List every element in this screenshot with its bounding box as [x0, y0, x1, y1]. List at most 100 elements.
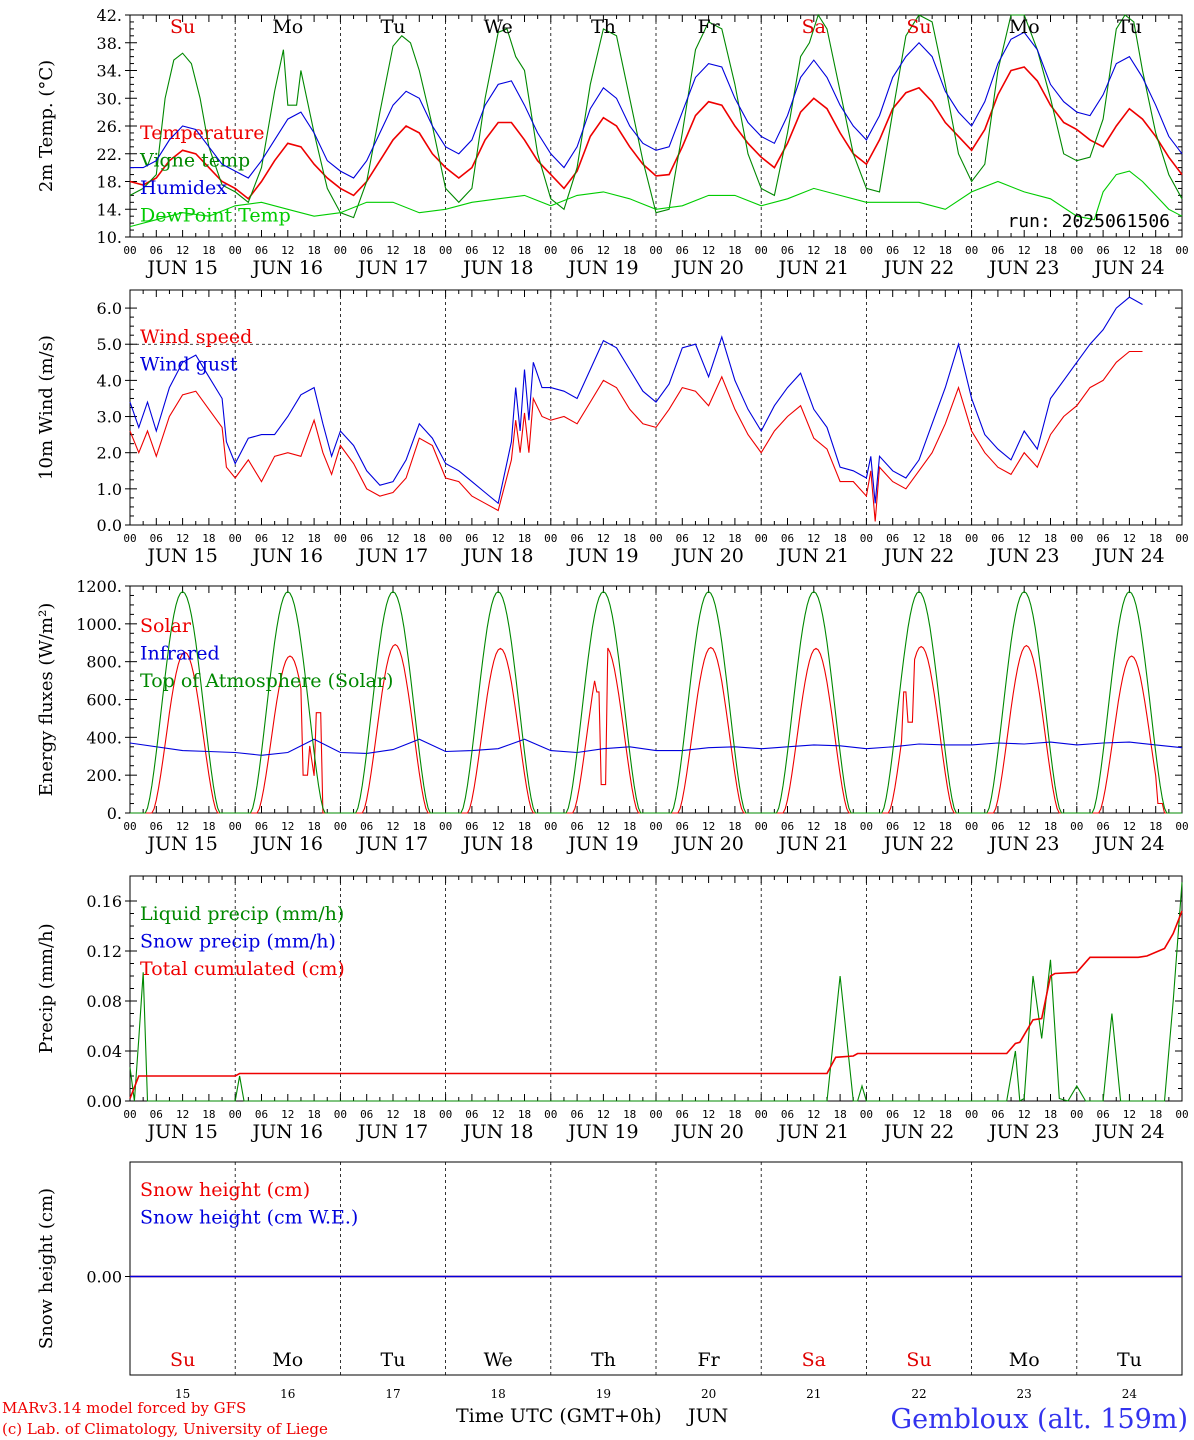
hour-tick-label: 06	[886, 244, 899, 257]
x-axis-title: Time UTC (GMT+0h)	[456, 1405, 662, 1427]
weekday-label: Mo	[272, 16, 303, 38]
hour-tick-label: 12	[597, 532, 610, 545]
day-number: 15	[175, 1387, 190, 1401]
hour-tick-label: 06	[1096, 820, 1109, 833]
day-label: JUN 22	[882, 545, 954, 567]
legend-humidex: Humidex	[140, 177, 227, 199]
hour-tick-label: 18	[939, 532, 952, 545]
hour-tick-label: 00	[229, 532, 242, 545]
day-label: JUN 16	[251, 545, 323, 567]
y-tick-label: 42.	[97, 6, 122, 25]
hour-tick-label: 18	[307, 244, 320, 257]
hour-tick-label: 00	[334, 820, 347, 833]
weekday-label: Mo	[272, 1349, 303, 1371]
hour-tick-label: 06	[150, 1108, 163, 1121]
day-label: JUN 15	[145, 257, 217, 279]
day-label: JUN 24	[1092, 1121, 1164, 1143]
legend-liquid-precip-mm-h-: Liquid precip (mm/h)	[140, 903, 344, 925]
hour-tick-label: 00	[649, 244, 662, 257]
legend-infrared: Infrared	[140, 643, 220, 665]
hour-tick-label: 00	[334, 532, 347, 545]
day-label: JUN 24	[1092, 257, 1164, 279]
hour-tick-label: 00	[860, 244, 873, 257]
day-label: JUN 18	[461, 833, 533, 855]
series-line-wind-gust	[129, 296, 1143, 505]
hour-tick-label: 12	[912, 532, 925, 545]
weekday-label: Sa	[802, 16, 826, 38]
hour-tick-label: 00	[1175, 820, 1188, 833]
hour-tick-label: 12	[597, 820, 610, 833]
hour-tick-label: 06	[255, 532, 268, 545]
hour-tick-label: 18	[413, 532, 426, 545]
hour-tick-label: 12	[702, 244, 715, 257]
day-label: JUN 20	[671, 545, 743, 567]
hour-tick-label: 18	[202, 1108, 215, 1121]
y-tick-label: 800.	[86, 653, 122, 672]
day-number: 23	[1017, 1387, 1032, 1401]
series-line-dewpoint-temp	[129, 170, 1183, 228]
hour-tick-label: 18	[623, 532, 636, 545]
hour-tick-label: 06	[781, 532, 794, 545]
weekday-label: Mo	[1009, 16, 1040, 38]
run-label: run: 2025061506	[1007, 211, 1170, 232]
hour-tick-label: 12	[281, 820, 294, 833]
y-axis-title: 10m Wind (m/s)	[36, 335, 57, 480]
hour-tick-label: 18	[307, 532, 320, 545]
day-label: JUN 21	[777, 1121, 849, 1143]
credit-line-2: (c) Lab. of Climatology, University of L…	[2, 1420, 328, 1438]
day-label: JUN 17	[356, 833, 428, 855]
y-tick-label: 3.0	[97, 408, 122, 427]
legend-wind-gust: Wind gust	[140, 354, 238, 376]
day-label: JUN 23	[987, 545, 1059, 567]
hour-tick-label: 06	[255, 820, 268, 833]
day-number: 22	[911, 1387, 926, 1401]
hour-tick-label: 18	[1149, 1108, 1162, 1121]
y-axis-title: 2m Temp. (°C)	[36, 60, 57, 192]
day-label: JUN 23	[987, 833, 1059, 855]
hour-tick-label: 12	[281, 244, 294, 257]
hour-tick-label: 18	[413, 820, 426, 833]
hour-tick-label: 06	[781, 244, 794, 257]
y-tick-label: 14.	[97, 200, 122, 219]
day-label: JUN 21	[777, 833, 849, 855]
hour-tick-label: 12	[492, 532, 505, 545]
hour-tick-label: 00	[229, 244, 242, 257]
y-tick-label: 2.0	[97, 444, 122, 463]
hour-tick-label: 18	[1044, 820, 1057, 833]
day-label: JUN 23	[987, 1121, 1059, 1143]
legend-dewpoint-temp: DewPoint Temp	[140, 205, 291, 227]
hour-tick-label: 00	[1070, 1108, 1083, 1121]
hour-tick-label: 12	[492, 244, 505, 257]
hour-tick-label: 12	[1123, 532, 1136, 545]
hour-tick-label: 06	[781, 820, 794, 833]
hour-tick-label: 06	[465, 820, 478, 833]
weekday-label: Su	[906, 1349, 931, 1371]
legend-temperature: Temperature	[140, 122, 264, 144]
hour-tick-label: 12	[1018, 244, 1031, 257]
day-label: JUN 24	[1092, 833, 1164, 855]
hour-tick-label: 06	[465, 1108, 478, 1121]
hour-tick-label: 12	[1123, 1108, 1136, 1121]
hour-tick-label: 12	[1018, 532, 1031, 545]
hour-tick-label: 18	[623, 244, 636, 257]
hour-tick-label: 18	[202, 244, 215, 257]
hour-tick-label: 12	[281, 1108, 294, 1121]
day-label: JUN 15	[145, 1121, 217, 1143]
hour-tick-label: 18	[518, 820, 531, 833]
hour-tick-label: 18	[518, 244, 531, 257]
hour-tick-label: 12	[1018, 820, 1031, 833]
day-label: JUN 16	[251, 833, 323, 855]
hour-tick-label: 12	[1018, 1108, 1031, 1121]
y-tick-label: 0.08	[86, 992, 122, 1011]
weekday-label: Th	[591, 1349, 616, 1371]
hour-tick-label: 00	[439, 820, 452, 833]
hour-tick-label: 12	[1123, 244, 1136, 257]
day-number: 18	[491, 1387, 506, 1401]
day-label: JUN 19	[566, 1121, 638, 1143]
hour-tick-label: 12	[702, 532, 715, 545]
hour-tick-label: 18	[307, 1108, 320, 1121]
hour-tick-label: 00	[755, 532, 768, 545]
legend-top-of-atmosphere-solar-: Top of Atmosphere (Solar)	[140, 670, 393, 692]
hour-tick-label: 12	[807, 244, 820, 257]
